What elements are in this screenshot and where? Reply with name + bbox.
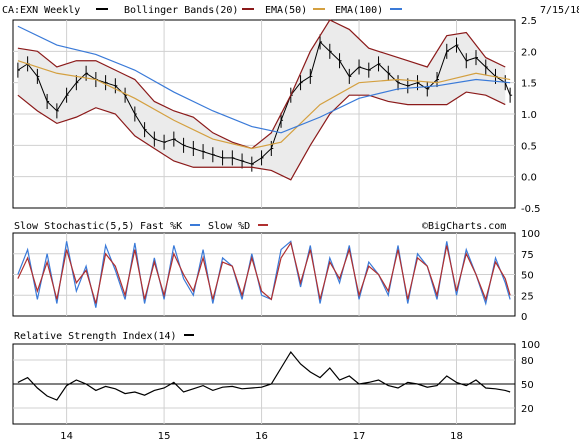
- ema-100-line: [17, 25, 511, 134]
- fast-k-swatch: [190, 224, 200, 226]
- watermark: ©BigCharts.com: [422, 221, 506, 232]
- ema-50-line: [17, 60, 511, 150]
- y-tick-label: 25: [521, 291, 534, 302]
- x-tick-label: 14: [60, 431, 73, 442]
- bollinger-band-area: [17, 20, 506, 180]
- x-tick-label: 15: [158, 431, 171, 442]
- price-line: [17, 40, 511, 165]
- y-tick-label: 2.0: [521, 47, 537, 58]
- bollinger-bands-20-lower-line: [17, 91, 506, 181]
- relative-strength-index-14-line: [17, 350, 511, 401]
- symbol-label: CA:EXN Weekly: [2, 5, 80, 16]
- y-tick-label: 75: [521, 250, 534, 261]
- rsi-panel: 100 80 50 20 Relative Strength Index(14): [12, 331, 540, 425]
- slow-d-line: [17, 241, 511, 304]
- y-tick-label: 80: [521, 356, 534, 367]
- y-tick-label: 1.0: [521, 110, 537, 121]
- rsi-y-tick-labels: 100 80 50 20: [521, 340, 540, 415]
- rsi-grid: [13, 344, 515, 424]
- x-axis: 14 15 16 17 18: [60, 431, 463, 442]
- price-y-tick-labels: 2.5 2.0 1.5 1.0 0.5 0.0 -0.5: [521, 16, 541, 215]
- bollinger-label: Bollinger Bands(20): [124, 5, 238, 16]
- date-label: 7/15/18: [540, 5, 579, 16]
- stoch-y-tick-labels: 100 75 50 25 0: [521, 229, 540, 323]
- rsi-title: Relative Strength Index(14): [14, 331, 177, 342]
- x-tick-label: 16: [255, 431, 268, 442]
- stoch-title: Slow Stochastic(5,5): [14, 221, 134, 232]
- y-tick-label: 100: [521, 229, 540, 240]
- y-tick-label: 1.5: [521, 79, 537, 90]
- stoch-grid: [13, 233, 515, 316]
- ema50-label: EMA(50): [265, 5, 307, 16]
- price-panel: 2.5 2.0 1.5 1.0 0.5 0.0 -0.5 CA:EXN Weekly Bol…: [2, 5, 579, 215]
- y-tick-label: 50: [521, 271, 534, 282]
- x-tick-label: 17: [353, 431, 366, 442]
- y-tick-label: 0.5: [521, 141, 537, 152]
- price-series-group: [17, 19, 513, 181]
- price-legend-swatch: [96, 8, 108, 10]
- bollinger-legend-swatch: [242, 8, 254, 10]
- rsi-series-group: [17, 350, 511, 401]
- fast-k-label: Fast %K: [140, 221, 182, 232]
- y-tick-label: 2.5: [521, 16, 537, 27]
- bollinger-band-fill: [17, 20, 506, 180]
- x-tick-label: 18: [450, 431, 463, 442]
- slow-d-swatch: [258, 224, 268, 226]
- ema100-legend-swatch: [390, 8, 402, 10]
- bollinger-bands-20-upper-line: [17, 19, 506, 150]
- y-tick-label: 100: [521, 340, 540, 351]
- y-tick-label: -0.5: [521, 204, 541, 215]
- rsi-swatch: [184, 334, 194, 336]
- slow-d-label: Slow %D: [208, 221, 250, 232]
- y-tick-label: 50: [521, 380, 534, 391]
- y-tick-label: 0: [521, 312, 527, 323]
- stoch-series-group: [17, 240, 511, 308]
- ema100-label: EMA(100): [335, 5, 383, 16]
- y-tick-label: 20: [521, 404, 534, 415]
- ema50-legend-swatch: [313, 8, 325, 10]
- y-tick-label: 0.0: [521, 173, 537, 184]
